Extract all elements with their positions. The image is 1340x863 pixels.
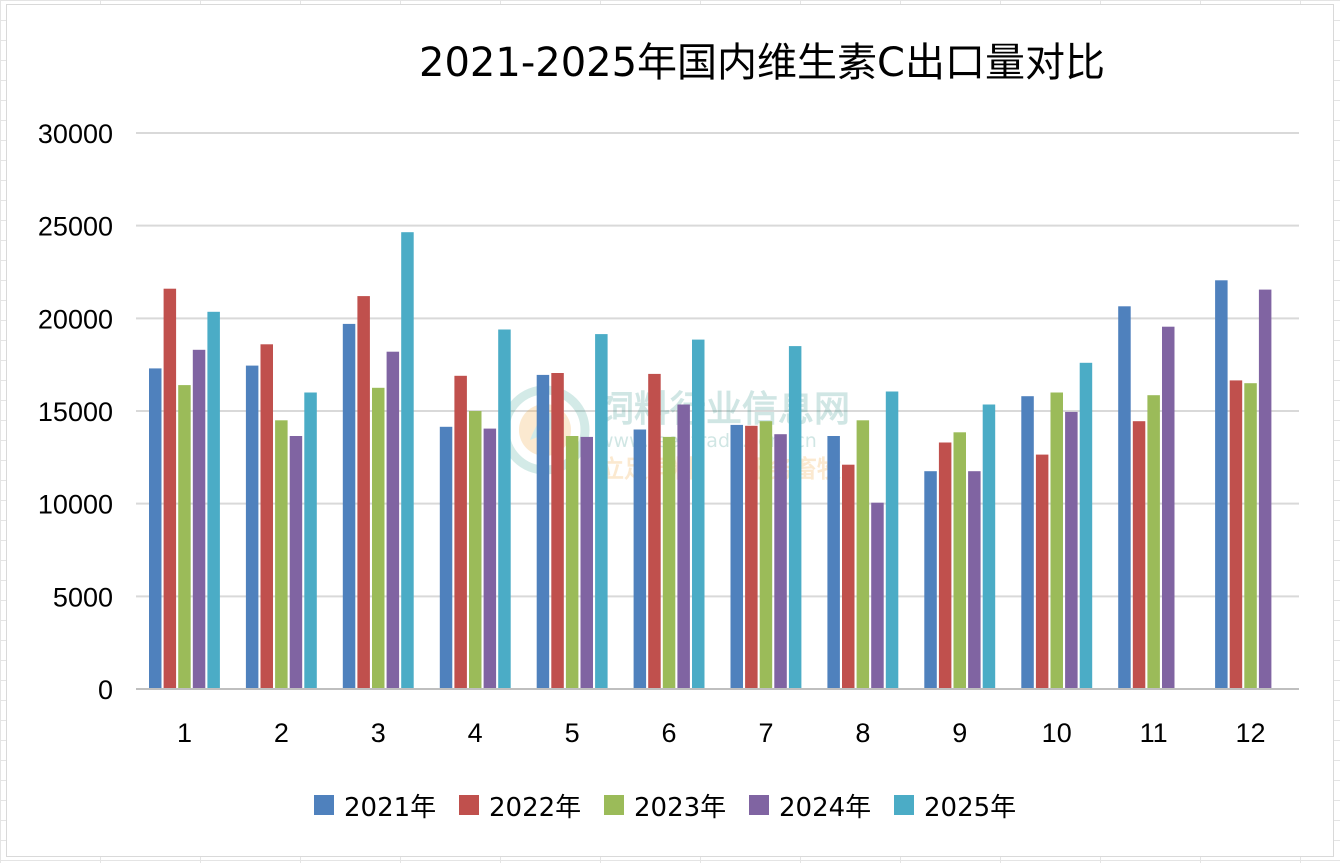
- bar-2023年-8[interactable]: [856, 420, 870, 689]
- bar-2021年-4[interactable]: [439, 426, 453, 689]
- x-tick-label: 8: [855, 718, 870, 748]
- legend-swatch: [749, 795, 769, 815]
- bar-2022年-12[interactable]: [1229, 380, 1243, 689]
- bar-2025年-7[interactable]: [788, 346, 802, 689]
- legend-swatch: [894, 795, 914, 815]
- y-axis-ticks: 0 5000 10000 15000 20000 25000 30000: [38, 119, 113, 705]
- bar-2021年-7[interactable]: [730, 424, 744, 689]
- bar-2025年-5[interactable]: [595, 334, 608, 689]
- bar-2021年-12[interactable]: [1215, 280, 1228, 689]
- bar-2022年-10[interactable]: [1035, 454, 1049, 689]
- bar-2025年-8[interactable]: [885, 391, 899, 690]
- gridlines: [136, 132, 1299, 598]
- legend-swatch: [459, 795, 479, 815]
- legend-label: 2021年: [344, 793, 436, 823]
- x-tick-label: 12: [1235, 718, 1265, 748]
- x-tick-label: 9: [952, 718, 967, 748]
- bar-2023年-5[interactable]: [565, 436, 579, 689]
- y-tick-label: 25000: [38, 212, 113, 242]
- bar-2024年-4[interactable]: [483, 428, 497, 689]
- bar-2024年-5[interactable]: [580, 436, 594, 689]
- bar-2022年-2[interactable]: [260, 344, 274, 689]
- bar-2023年-7[interactable]: [759, 421, 773, 689]
- bar-2021年-6[interactable]: [633, 429, 647, 690]
- legend-label: 2023年: [634, 793, 726, 823]
- bar-2023年-1[interactable]: [178, 385, 191, 689]
- bar-2024年-10[interactable]: [1065, 411, 1078, 689]
- bars: [149, 232, 1272, 690]
- bar-2023年-10[interactable]: [1050, 392, 1064, 690]
- x-tick-label: 5: [565, 718, 580, 748]
- bar-2025年-6[interactable]: [692, 339, 705, 689]
- bar-2022年-6[interactable]: [648, 373, 661, 689]
- bar-2021年-2[interactable]: [245, 365, 259, 689]
- bar-2023年-3[interactable]: [372, 387, 385, 689]
- bar-2022年-3[interactable]: [357, 296, 370, 689]
- bar-2024年-6[interactable]: [677, 404, 690, 690]
- legend-swatch: [314, 795, 334, 815]
- bar-2024年-2[interactable]: [289, 436, 303, 689]
- watermark-name: 饲料行业信息网: [598, 389, 850, 430]
- bar-2021年-3[interactable]: [342, 323, 356, 689]
- bar-2025年-4[interactable]: [498, 329, 511, 690]
- chart-area[interactable]: [6, 4, 1334, 857]
- bar-2025年-1[interactable]: [207, 311, 220, 689]
- bar-2023年-6[interactable]: [662, 436, 676, 689]
- bar-2021年-10[interactable]: [1021, 396, 1034, 689]
- y-tick-label: 0: [98, 675, 113, 705]
- x-tick-label: 3: [371, 718, 386, 748]
- x-tick-label: 4: [468, 718, 483, 748]
- bar-2022年-9[interactable]: [938, 442, 952, 690]
- legend-label: 2024年: [779, 793, 871, 823]
- bar-2024年-8[interactable]: [871, 502, 884, 689]
- x-tick-label: 1: [177, 718, 192, 748]
- legend-label: 2022年: [489, 793, 581, 823]
- x-axis-ticks: 1 2 3 4 5 6 7 8 9 10 11 12: [177, 718, 1266, 748]
- x-tick-label: 11: [1140, 718, 1168, 748]
- y-tick-label: 15000: [38, 397, 113, 427]
- bar-2022年-5[interactable]: [551, 373, 564, 689]
- bar-2021年-5[interactable]: [536, 374, 550, 689]
- chart-title: 2021-2025年国内维生素C出口量对比: [419, 40, 1105, 86]
- bar-2024年-3[interactable]: [386, 351, 400, 689]
- y-tick-label: 30000: [38, 119, 113, 149]
- bar-2025年-9[interactable]: [982, 404, 996, 690]
- bar-2024年-9[interactable]: [968, 471, 981, 689]
- bar-2023年-2[interactable]: [275, 420, 288, 689]
- bar-2021年-8[interactable]: [827, 436, 840, 689]
- bar-2022年-1[interactable]: [163, 288, 177, 689]
- x-tick-label: 6: [661, 718, 676, 748]
- bar-2023年-11[interactable]: [1147, 395, 1160, 689]
- x-tick-label: 10: [1042, 718, 1072, 748]
- bar-2022年-11[interactable]: [1132, 421, 1146, 689]
- legend-swatch: [604, 795, 624, 815]
- bar-2022年-4[interactable]: [454, 375, 467, 689]
- y-tick-label: 5000: [53, 582, 113, 612]
- legend[interactable]: 2021年 2022年 2023年 2024年 2025年: [314, 793, 1016, 823]
- bar-2025年-2[interactable]: [304, 392, 317, 690]
- bar-2024年-1[interactable]: [192, 349, 206, 689]
- bar-2023年-9[interactable]: [953, 432, 967, 689]
- bar-2023年-12[interactable]: [1244, 383, 1257, 689]
- bar-2021年-1[interactable]: [149, 368, 162, 689]
- bar-2024年-7[interactable]: [774, 434, 787, 689]
- bar-2025年-3[interactable]: [401, 232, 414, 689]
- bar-2022年-8[interactable]: [842, 464, 855, 689]
- bar-2024年-11[interactable]: [1162, 326, 1175, 689]
- bar-2021年-9[interactable]: [924, 471, 937, 689]
- legend-label: 2025年: [924, 793, 1016, 823]
- bar-2024年-12[interactable]: [1258, 289, 1272, 689]
- x-tick-label: 2: [274, 718, 289, 748]
- y-tick-label: 10000: [38, 490, 113, 520]
- y-tick-label: 20000: [38, 304, 113, 334]
- bar-2023年-4[interactable]: [469, 411, 482, 689]
- bar-2021年-11[interactable]: [1118, 306, 1131, 689]
- bar-2022年-7[interactable]: [745, 425, 758, 689]
- bar-2025年-10[interactable]: [1079, 362, 1093, 689]
- x-tick-label: 7: [758, 718, 773, 748]
